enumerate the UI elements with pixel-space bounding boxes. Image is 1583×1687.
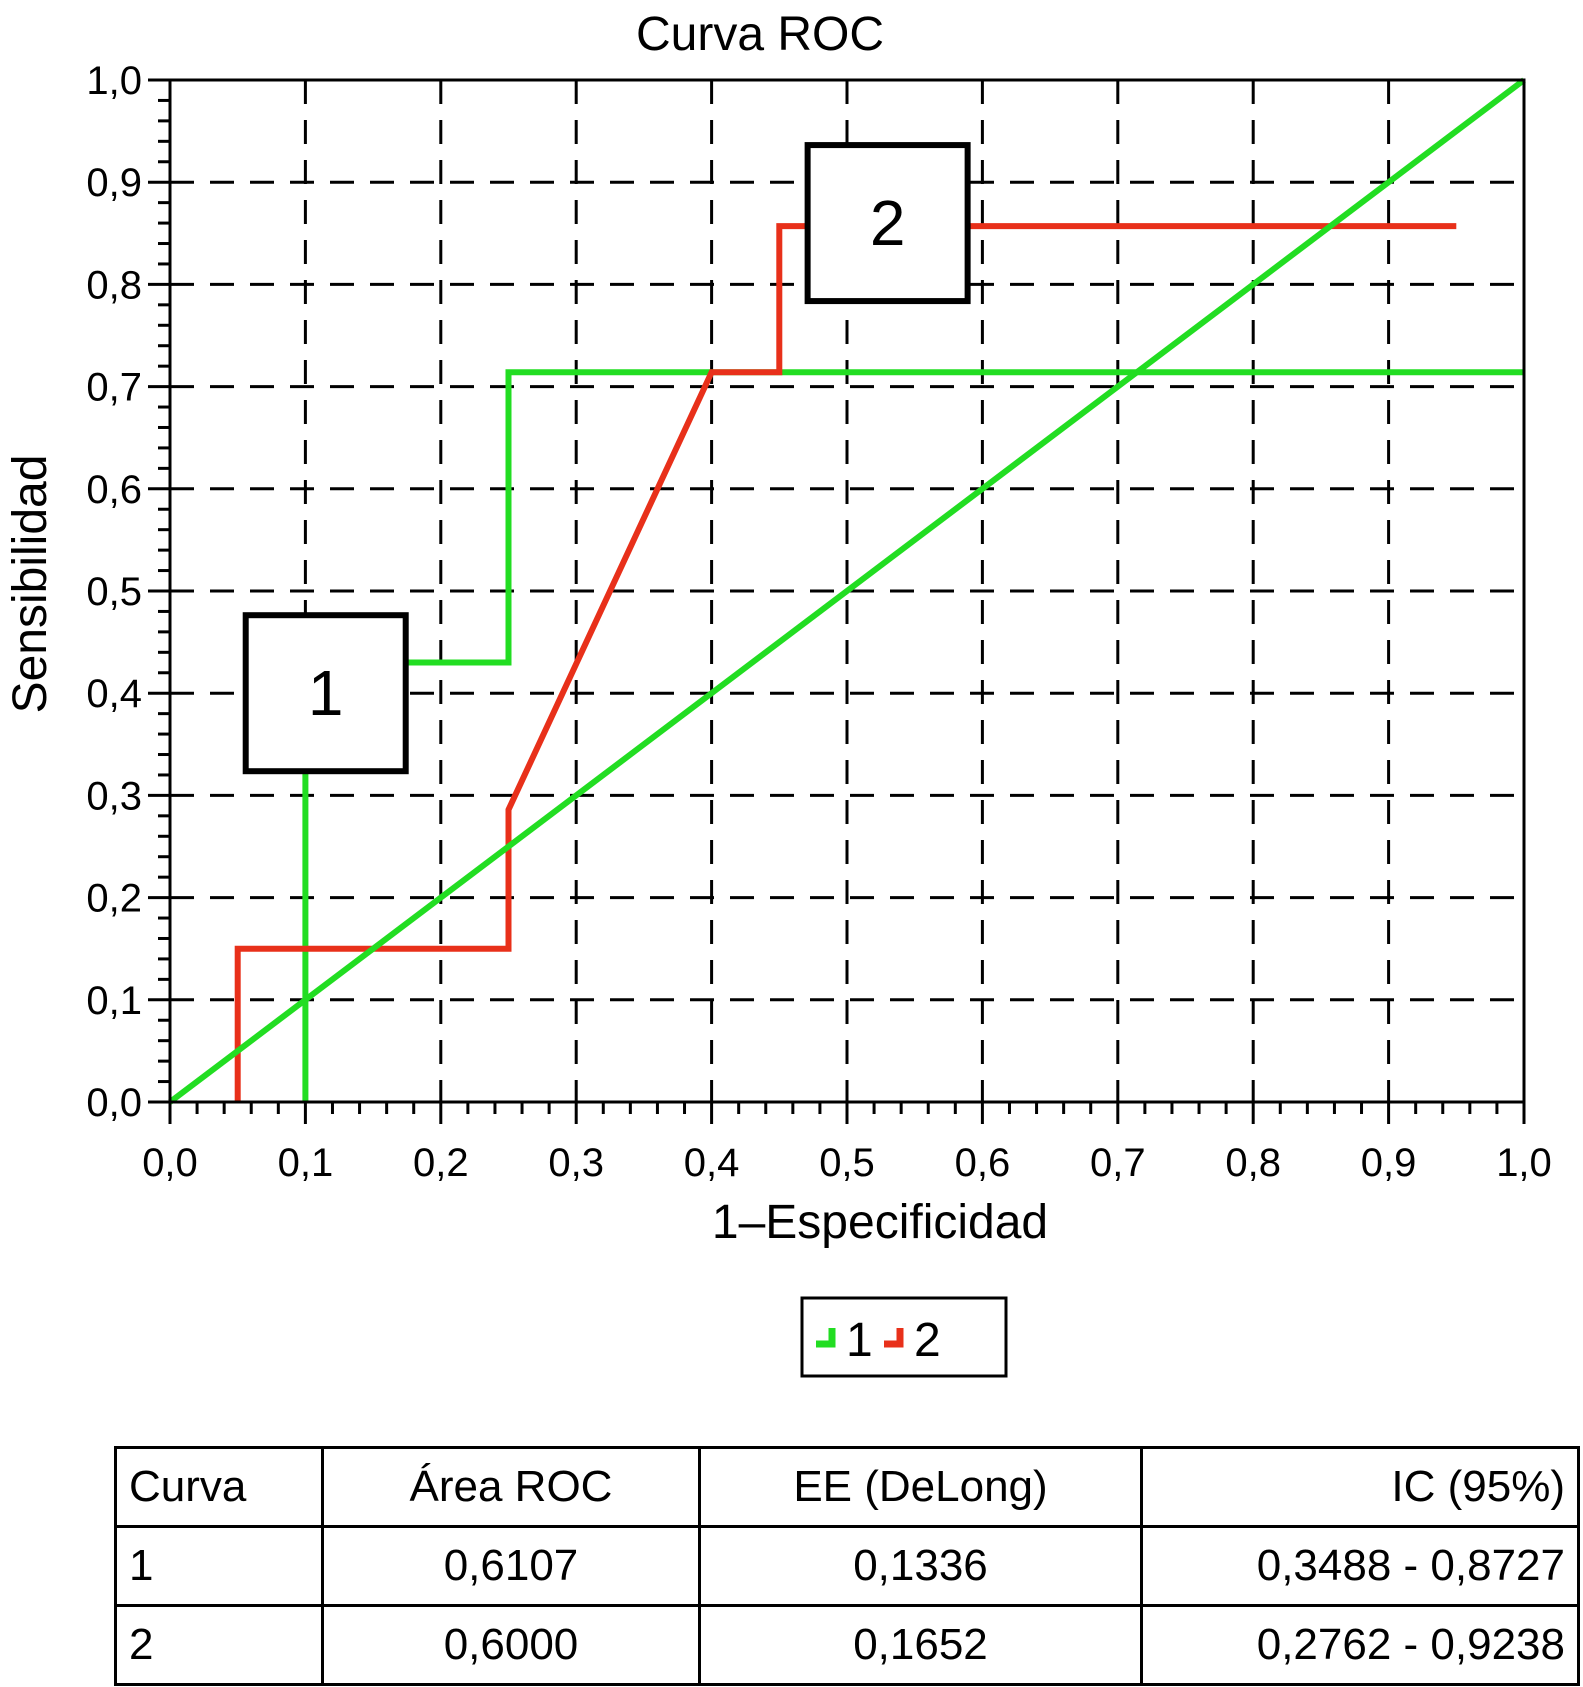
header-area-roc: Área ROC	[321, 1446, 701, 1528]
grid-lines	[170, 80, 1524, 1102]
x-tick-label: 0,4	[684, 1141, 740, 1185]
x-axis-title: 1–Especificidad	[712, 1196, 1048, 1249]
x-tick-label: 0,1	[278, 1141, 334, 1185]
x-tick-label: 0,0	[142, 1141, 198, 1185]
roc-chart: Curva ROC 12 0,0 0,1 0,2 0,3 0,4 0,5 0,6 0,7 0,8…	[4, 8, 1552, 1378]
y-tick-label: 0,0	[86, 1081, 142, 1125]
legend-swatch-1	[816, 1328, 836, 1348]
chart-title: Curva ROC	[636, 8, 884, 61]
x-tick-label: 0,9	[1361, 1141, 1417, 1185]
reference-diagonal-line	[168, 77, 1526, 1105]
cell-ic-95: 0,2762 - 0,9238	[1140, 1604, 1580, 1686]
y-tick-label: 0,3	[86, 774, 142, 818]
y-tick-label: 0,6	[86, 468, 142, 512]
legend: 1 2	[800, 1296, 1008, 1378]
axis-ticks	[148, 78, 1526, 1124]
y-tick-label: 0,5	[86, 570, 142, 614]
cell-area-roc: 0,6107	[321, 1525, 701, 1607]
x-tick-label: 0,2	[413, 1141, 469, 1185]
plot-frame	[168, 78, 1526, 1104]
cell-area-roc: 0,6000	[321, 1604, 701, 1686]
y-axis-title: Sensibilidad	[4, 455, 57, 714]
legend-swatch-2	[884, 1328, 904, 1348]
annotation-box-2	[804, 142, 971, 305]
y-tick-labels: 0,0 0,1 0,2 0,3 0,4 0,5 0,6 0,7 0,8 0,9 1,0	[86, 59, 142, 1125]
y-tick-label: 0,7	[86, 366, 142, 410]
cell-ee-delong: 0,1336	[698, 1525, 1143, 1607]
series-line-1	[302, 369, 1524, 1102]
legend-label-2: 2	[914, 1314, 941, 1367]
header-ee-delong: EE (DeLong)	[698, 1446, 1143, 1528]
y-tick-label: 0,8	[86, 263, 142, 307]
annotation-label-2: 2	[870, 187, 906, 259]
y-tick-label: 0,9	[86, 161, 142, 205]
legend-frame	[800, 1296, 1008, 1378]
x-tick-label: 0,6	[955, 1141, 1011, 1185]
cell-ee-delong: 0,1652	[698, 1604, 1143, 1686]
annotation-box-1	[242, 612, 409, 775]
header-curva: Curva	[114, 1446, 324, 1528]
cell-ic-95: 0,3488 - 0,8727	[1140, 1525, 1580, 1607]
x-tick-label: 1,0	[1496, 1141, 1552, 1185]
x-tick-label: 0,8	[1225, 1141, 1281, 1185]
cell-curva: 1	[114, 1525, 324, 1607]
cell-curva: 2	[114, 1604, 324, 1686]
series-line-2	[234, 223, 1457, 1102]
roc-stats-table: Curva Área ROC EE (DeLong) IC (95%) 1 0,…	[114, 1446, 1580, 1686]
table-row: 2 0,6000 0,1652 0,2762 - 0,9238	[114, 1604, 1580, 1686]
table-row: 1 0,6107 0,1336 0,3488 - 0,8727	[114, 1525, 1580, 1607]
x-tick-label: 0,5	[819, 1141, 875, 1185]
x-tick-label: 0,3	[548, 1141, 604, 1185]
table-header-row: Curva Área ROC EE (DeLong) IC (95%)	[114, 1446, 1580, 1528]
x-tick-label: 0,7	[1090, 1141, 1146, 1185]
y-tick-label: 1,0	[86, 59, 142, 103]
series-layer	[168, 77, 1526, 1105]
y-tick-label: 0,2	[86, 877, 142, 921]
y-tick-label: 0,1	[86, 979, 142, 1023]
header-ic-95: IC (95%)	[1140, 1446, 1580, 1528]
x-tick-labels: 0,0 0,1 0,2 0,3 0,4 0,5 0,6 0,7 0,8 0,9 1,0	[142, 1141, 1552, 1185]
y-tick-label: 0,4	[86, 672, 142, 716]
annotation-label-1: 1	[308, 657, 344, 729]
annotation-layer: 12	[242, 142, 971, 775]
legend-label-1: 1	[846, 1314, 873, 1367]
